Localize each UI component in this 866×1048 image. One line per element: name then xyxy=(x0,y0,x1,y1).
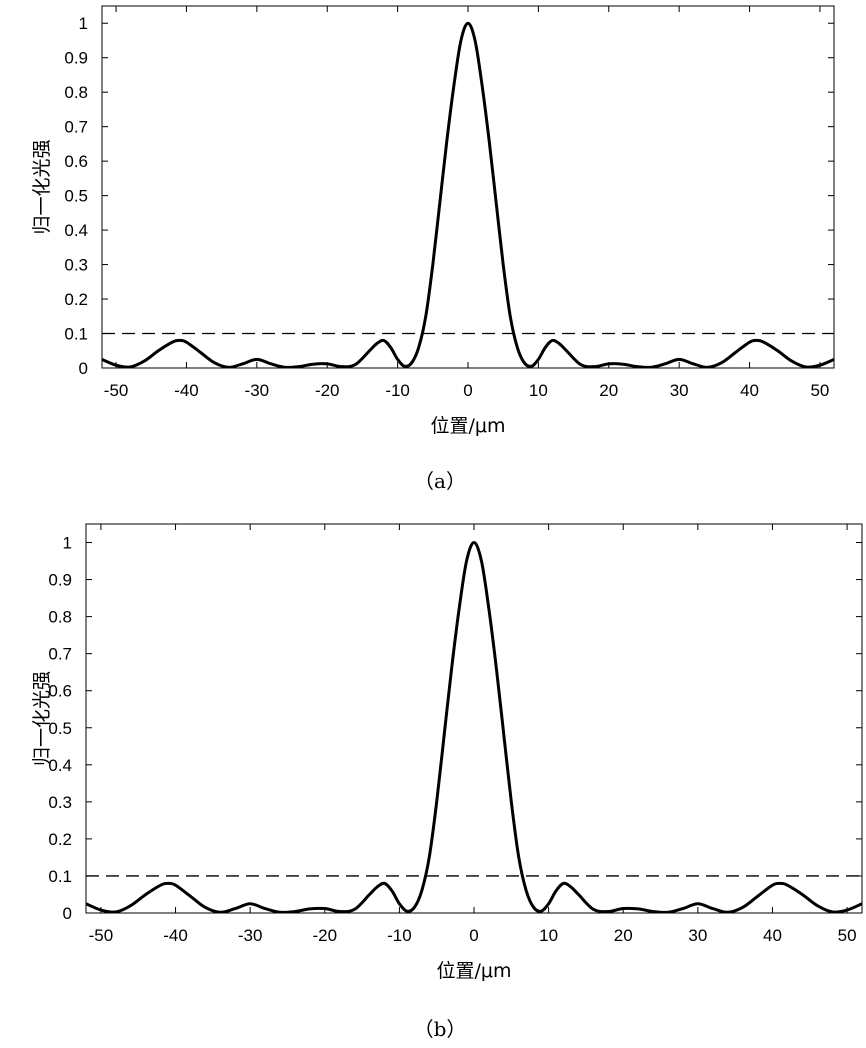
y-tick-label: 0.7 xyxy=(64,118,88,137)
x-tick-label: 30 xyxy=(670,381,689,400)
x-tick-label: 10 xyxy=(529,381,548,400)
x-tick-label: -30 xyxy=(245,381,270,400)
x-tick-label: 40 xyxy=(763,926,782,945)
x-tick-label: -40 xyxy=(163,926,188,945)
x-tick-label: 20 xyxy=(614,926,633,945)
x-tick-label: 0 xyxy=(469,926,478,945)
y-tick-label: 0.7 xyxy=(48,645,72,664)
x-tick-label: -50 xyxy=(104,381,129,400)
y-tick-label: 0.6 xyxy=(64,152,88,171)
y-tick-label: 0.5 xyxy=(64,187,88,206)
x-tick-label: -20 xyxy=(315,381,340,400)
y-axis-title: 归一化光强 xyxy=(31,671,53,766)
y-tick-label: 0.9 xyxy=(64,49,88,68)
y-tick-label: 0 xyxy=(63,904,72,923)
panel-caption: （a） xyxy=(414,469,466,493)
y-tick-label: 1 xyxy=(79,14,88,33)
x-tick-label: -10 xyxy=(387,926,412,945)
y-tick-label: 0.8 xyxy=(64,83,88,102)
y-axis-title: 归一化光强 xyxy=(31,139,53,234)
x-tick-label: -40 xyxy=(174,381,199,400)
y-tick-label: 0.1 xyxy=(64,325,88,344)
panel-caption: （b） xyxy=(414,1017,467,1041)
x-tick-label: -20 xyxy=(312,926,337,945)
x-tick-label: 10 xyxy=(539,926,558,945)
x-tick-label: 40 xyxy=(740,381,759,400)
x-tick-label: 0 xyxy=(463,381,472,400)
x-axis-title: 位置/μm xyxy=(431,415,506,437)
y-tick-label: 0.3 xyxy=(48,793,72,812)
y-tick-label: 0.4 xyxy=(64,221,88,240)
y-tick-label: 1 xyxy=(63,534,72,553)
x-tick-label: -10 xyxy=(385,381,410,400)
y-tick-label: 0.2 xyxy=(64,290,88,309)
y-tick-label: 0.8 xyxy=(48,608,72,627)
x-tick-label: 20 xyxy=(599,381,618,400)
y-tick-label: 0.9 xyxy=(48,571,72,590)
y-tick-label: 0.1 xyxy=(48,867,72,886)
x-axis-title: 位置/μm xyxy=(437,960,512,982)
y-tick-label: 0 xyxy=(79,359,88,378)
x-tick-label: -50 xyxy=(89,926,114,945)
x-tick-label: -30 xyxy=(238,926,263,945)
x-tick-label: 50 xyxy=(838,926,857,945)
x-tick-label: 50 xyxy=(810,381,829,400)
y-tick-label: 0.3 xyxy=(64,256,88,275)
x-tick-label: 30 xyxy=(688,926,707,945)
y-tick-label: 0.2 xyxy=(48,830,72,849)
